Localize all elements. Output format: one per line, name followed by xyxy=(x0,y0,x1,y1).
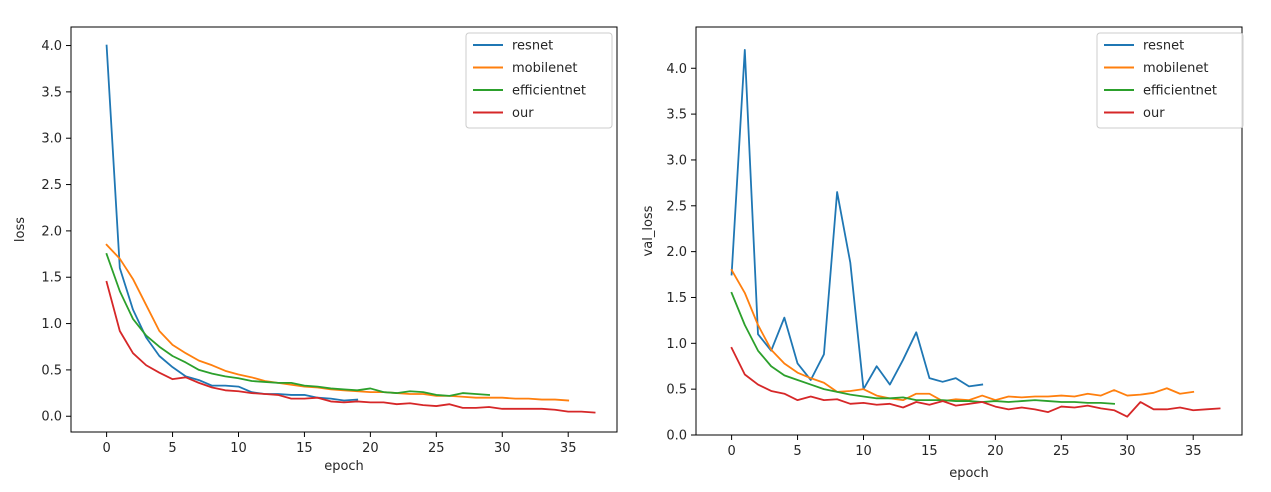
loss-legend: resnet mobilenet efficientnet our xyxy=(465,32,613,129)
val-loss-y-tick-label: 3.5 xyxy=(666,108,687,123)
loss-y-tick-label: 4.0 xyxy=(41,39,62,54)
loss-series-efficientnet xyxy=(105,252,491,397)
loss-series-our xyxy=(105,280,596,414)
val-loss-y-tick-label: 2.5 xyxy=(666,199,687,214)
val-loss-x-tick-label: 10 xyxy=(855,444,872,459)
val-loss-x-tick-label: 25 xyxy=(1053,444,1070,459)
val-loss-y-tick-label: 0.5 xyxy=(666,383,687,398)
val-loss-plot-frame xyxy=(695,26,1243,436)
loss-x-tick-label: 25 xyxy=(428,441,445,456)
loss-x-tick-label: 30 xyxy=(494,441,511,456)
loss-x-tick-label: 35 xyxy=(560,441,577,456)
loss-x-tick-label: 10 xyxy=(230,441,247,456)
val-loss-series-resnet xyxy=(730,49,984,391)
loss-y-axis-label: loss xyxy=(13,217,28,242)
val-loss-legend-label-mobilenet: mobilenet xyxy=(1143,61,1208,76)
val-loss-series-efficientnet xyxy=(730,291,1116,405)
loss-legend-box xyxy=(465,32,613,129)
val-loss-y-tick-label: 3.0 xyxy=(666,153,687,168)
loss-x-tick-label: 20 xyxy=(362,441,379,456)
val-loss-x-axis-label: epoch xyxy=(949,466,989,481)
loss-y-tick-label: 3.5 xyxy=(41,85,62,100)
val-loss-x-tick-label: 30 xyxy=(1119,444,1136,459)
loss-x-tick-label: 5 xyxy=(168,441,176,456)
val-loss-series-mobilenet xyxy=(730,268,1195,402)
loss-chart: 0 5 10 15 20 25 30 35 0.0 0.5 1.0 1.5 2.0 2.5 3.0 3.5 4.… xyxy=(0,0,630,492)
val-loss-x-tick-label: 20 xyxy=(987,444,1004,459)
val-loss-chart-svg: 0 5 10 15 20 25 30 35 0.0 0.5 1.0 1.5 2.0 2.5 3.0 3.5 4.… xyxy=(641,26,1244,481)
loss-y-tick-label: 0.5 xyxy=(41,363,62,378)
val-loss-series-our xyxy=(730,346,1221,418)
val-loss-y-axis-label: val_loss xyxy=(641,205,656,256)
loss-series-mobilenet xyxy=(105,243,570,402)
loss-y-tick-label: 2.0 xyxy=(41,224,62,239)
val-loss-y-tick-label: 2.0 xyxy=(666,245,687,260)
loss-x-tick-label: 15 xyxy=(296,441,313,456)
loss-y-tick-label: 2.5 xyxy=(41,178,62,193)
val-loss-x-tick-label: 0 xyxy=(727,444,735,459)
loss-x-axis-label: epoch xyxy=(324,459,364,474)
loss-legend-label-resnet: resnet xyxy=(512,39,553,54)
val-loss-y-tick-label: 1.0 xyxy=(666,337,687,352)
loss-y-tick-label: 1.5 xyxy=(41,271,62,286)
val-loss-legend-label-resnet: resnet xyxy=(1143,39,1184,54)
val-loss-legend-label-our: our xyxy=(1143,106,1165,121)
loss-legend-label-mobilenet: mobilenet xyxy=(512,61,577,76)
loss-chart-svg: 0 5 10 15 20 25 30 35 0.0 0.5 1.0 1.5 2.0 2.5 3.0 3.5 4.… xyxy=(13,26,618,474)
val-loss-legend-label-efficientnet: efficientnet xyxy=(1143,84,1217,99)
val-loss-y-tick-label: 0.0 xyxy=(666,429,687,444)
loss-y-tick-label: 3.0 xyxy=(41,132,62,147)
val-loss-x-tick-label: 35 xyxy=(1185,444,1202,459)
val-loss-y-tick-label: 4.0 xyxy=(666,62,687,77)
loss-y-tick-label: 0.0 xyxy=(41,410,62,425)
loss-plot-frame xyxy=(70,26,618,433)
val-loss-legend-box xyxy=(1096,32,1244,129)
loss-legend-label-efficientnet: efficientnet xyxy=(512,84,586,99)
loss-legend-label-our: our xyxy=(512,106,534,121)
loss-y-tick-label: 1.0 xyxy=(41,317,62,332)
loss-series-resnet xyxy=(105,44,359,402)
val-loss-chart: 0 5 10 15 20 25 30 35 0.0 0.5 1.0 1.5 2.0 2.5 3.0 3.5 4.… xyxy=(630,0,1271,492)
val-loss-y-tick-label: 1.5 xyxy=(666,291,687,306)
val-loss-legend: resnet mobilenet efficientnet our xyxy=(1096,32,1244,129)
loss-x-tick-label: 0 xyxy=(102,441,110,456)
val-loss-x-tick-label: 5 xyxy=(793,444,801,459)
val-loss-x-tick-label: 15 xyxy=(921,444,938,459)
